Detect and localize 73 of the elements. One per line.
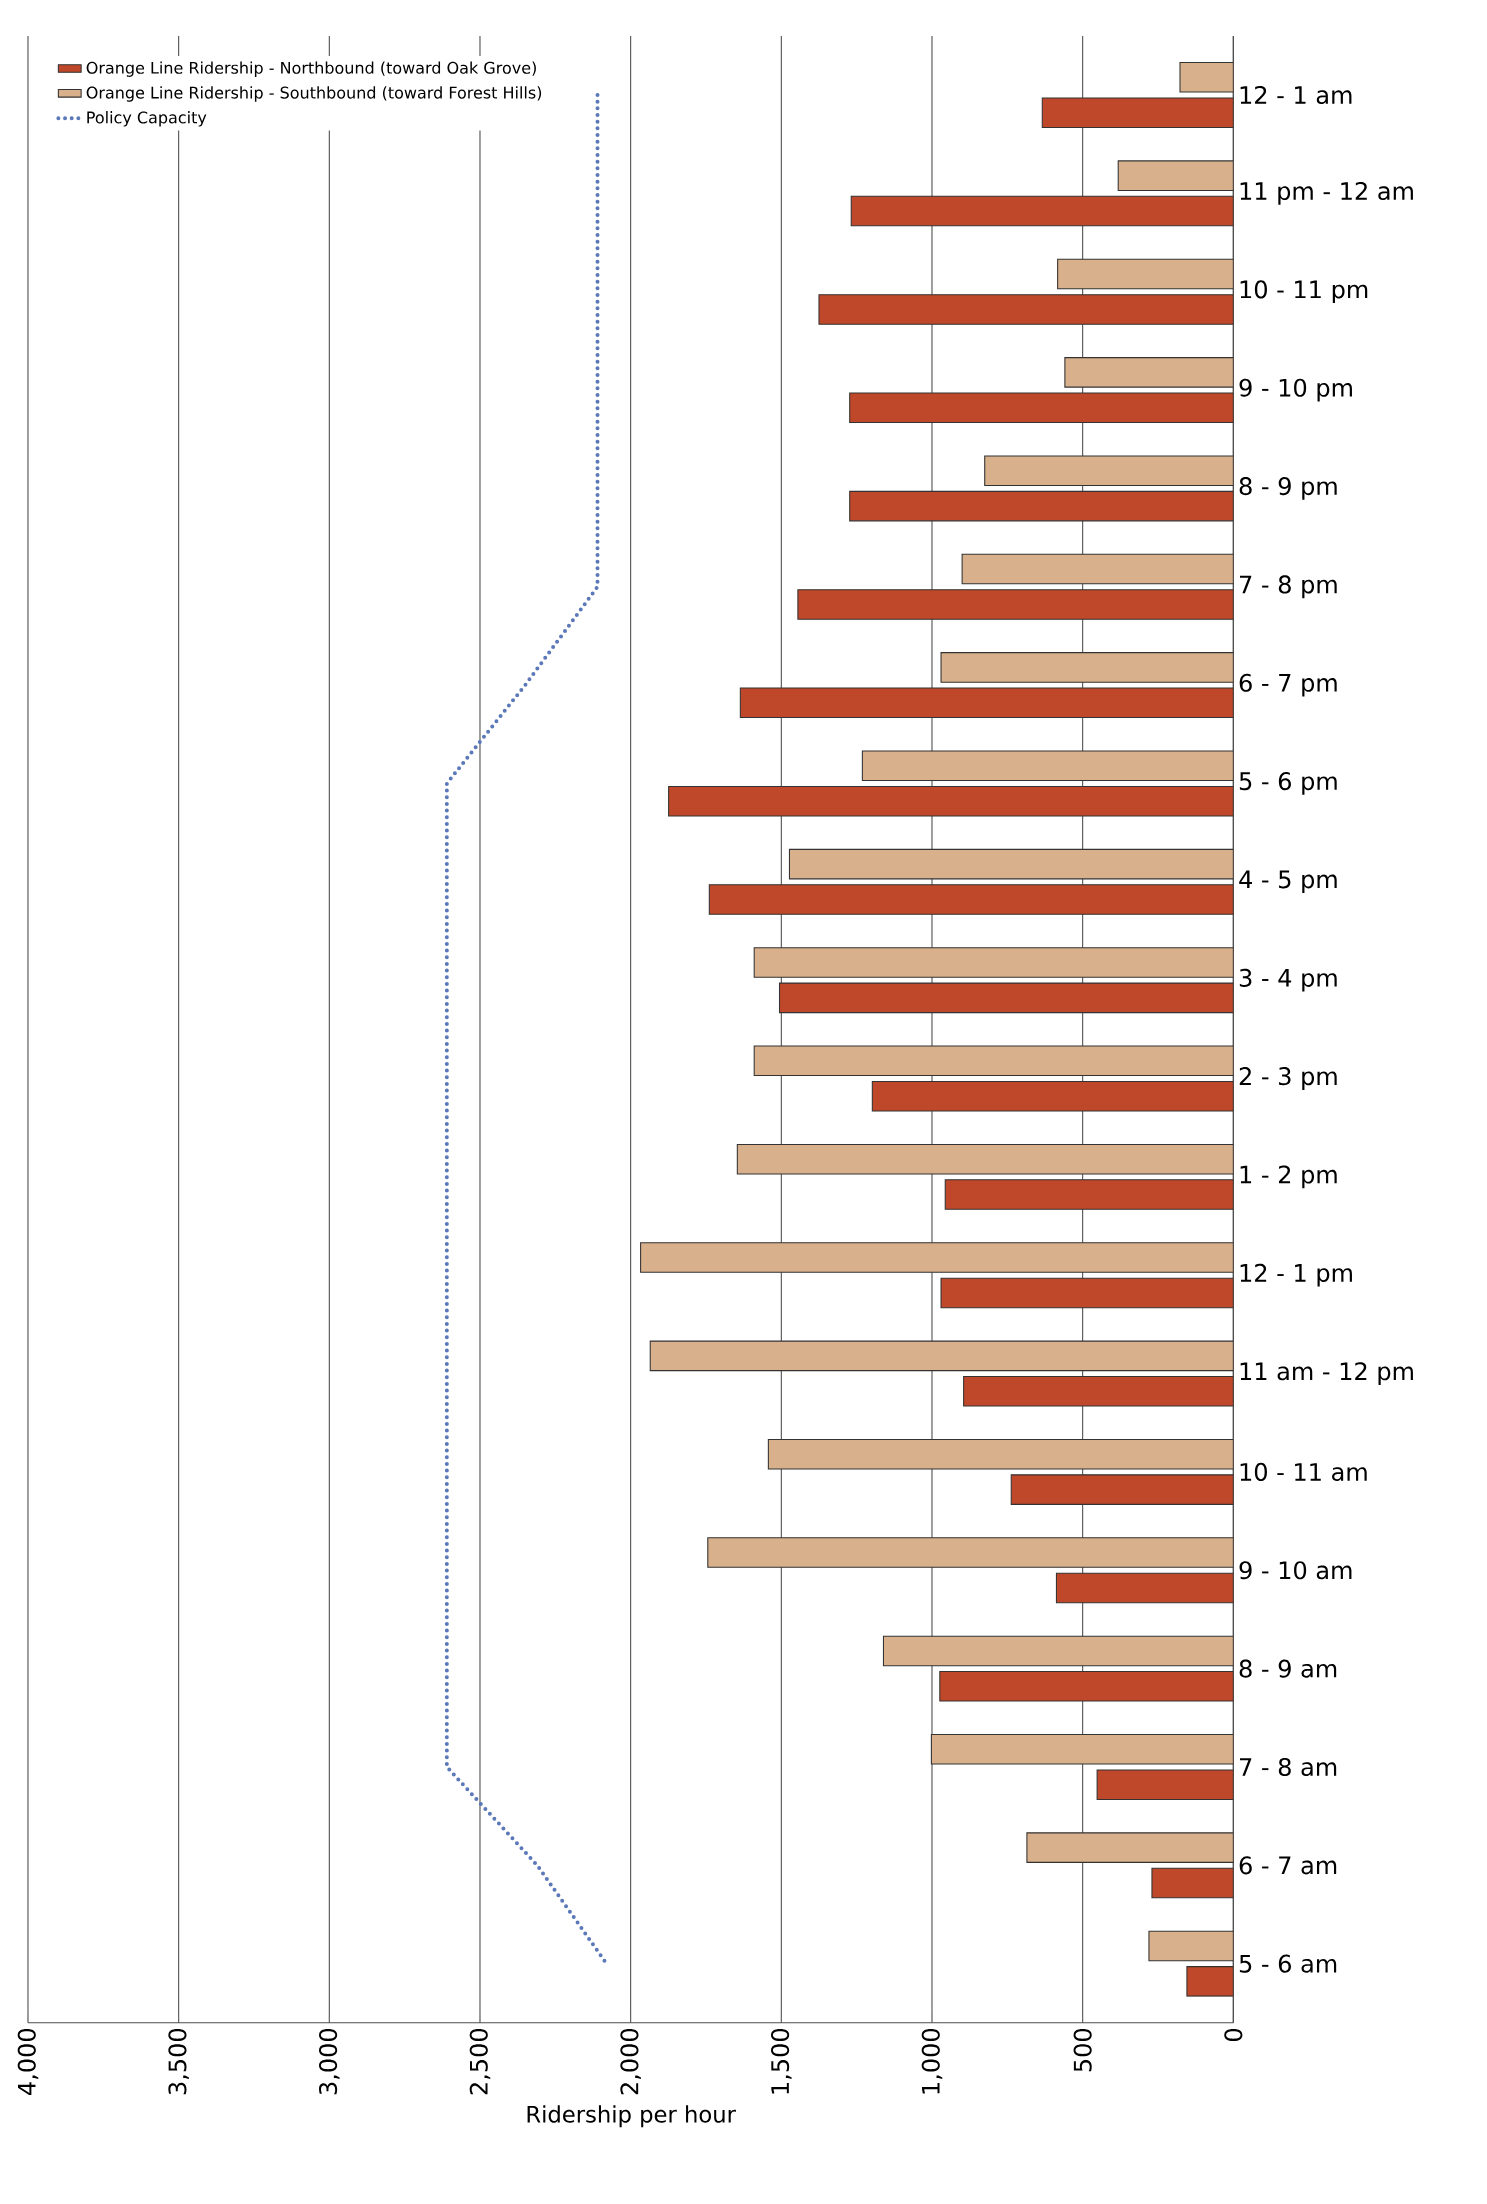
- bar: [1041, 97, 1234, 129]
- y-tick-label: 6 - 7 am: [1239, 1856, 1337, 1875]
- y-tick-label: 9 - 10 pm: [1239, 378, 1352, 402]
- y-tick-label: 5 - 6 am: [1239, 1954, 1337, 1973]
- legend-label: Orange Line Ridership - Northbound (toward Oak Grove): [86, 61, 536, 77]
- bar: [1026, 1832, 1234, 1863]
- bar: [1010, 1474, 1234, 1505]
- y-tick-label: 8 - 9 am: [1239, 1659, 1337, 1678]
- x-tick-label: 3,000: [319, 2029, 340, 2095]
- bar: [1057, 258, 1234, 290]
- x-tick-label: 1,500: [771, 2029, 792, 2094]
- y-tick-label: 12 - 1 am: [1240, 85, 1352, 105]
- y-tick-label: 7 - 8 am: [1240, 1757, 1337, 1777]
- bar: [753, 1045, 1234, 1077]
- bar: [818, 294, 1234, 325]
- x-tick-label: 2,500: [469, 2029, 491, 2095]
- bar: [849, 490, 1234, 522]
- y-tick-label: 12 - 1 pm: [1240, 1263, 1352, 1287]
- y-tick-label: 5 - 6 pm: [1239, 772, 1337, 795]
- bar: [944, 1179, 1234, 1210]
- bar: [939, 1671, 1234, 1702]
- x-tick-label: 3,500: [168, 2029, 189, 2095]
- y-tick-label: 8 - 9 pm: [1239, 477, 1337, 500]
- bar: [882, 1635, 1234, 1667]
- bar: [753, 947, 1234, 978]
- bar: [1117, 160, 1234, 191]
- y-tick-label: 7 - 8 pm: [1240, 575, 1337, 599]
- bar: [871, 1080, 1234, 1112]
- bar: [1148, 1930, 1234, 1962]
- x-tick-label: 1,000: [921, 2029, 943, 2094]
- bar: [1179, 62, 1234, 93]
- x-tick-label: 2,000: [620, 2029, 641, 2095]
- x-tick-label: 0: [1224, 2028, 1243, 2042]
- y-tick-label: 2 - 3 pm: [1239, 1067, 1337, 1090]
- y-tick-label: 10 - 11 am: [1240, 1462, 1367, 1481]
- bar: [1186, 1966, 1234, 1997]
- x-tick-label: 4,000: [17, 2029, 39, 2095]
- bar: [984, 455, 1234, 486]
- bar: [940, 1277, 1234, 1309]
- bar: [930, 1733, 1234, 1765]
- bar: [1151, 1867, 1234, 1899]
- bar: [861, 750, 1234, 782]
- bar: [739, 687, 1234, 719]
- x-tick-label: 500: [1073, 2029, 1092, 2072]
- bar: [1096, 1769, 1234, 1800]
- y-tick-label: 11 am - 12 pm: [1240, 1362, 1413, 1385]
- bar: [668, 785, 1234, 817]
- bar: [1055, 1572, 1234, 1604]
- legend-label: Policy Capacity: [87, 111, 207, 127]
- bar: [788, 848, 1234, 880]
- y-tick-label: 3 - 4 pm: [1239, 968, 1337, 992]
- y-tick-label: 11 pm - 12 am: [1240, 181, 1413, 205]
- y-tick-label: 6 - 7 pm: [1239, 673, 1337, 697]
- bar: [940, 652, 1234, 683]
- bar: [963, 1375, 1234, 1407]
- bar: [850, 195, 1234, 227]
- legend-label: Orange Line Ridership - Southbound (toward Forest Hills): [86, 86, 542, 102]
- bar: [640, 1242, 1234, 1273]
- y-tick-label: 1 - 2 pm: [1240, 1165, 1337, 1189]
- y-tick-label: 10 - 11 pm: [1240, 280, 1368, 304]
- bar: [1064, 357, 1234, 388]
- bar: [797, 589, 1234, 620]
- bar: [736, 1143, 1234, 1175]
- bar: [767, 1438, 1234, 1470]
- x-axis-title: Ridership per hour: [527, 2105, 736, 2128]
- y-tick-label: 4 - 5 pm: [1239, 870, 1337, 894]
- bar: [961, 553, 1234, 585]
- bar: [778, 982, 1234, 1014]
- bar: [707, 1537, 1234, 1568]
- bar: [849, 392, 1234, 424]
- bar: [649, 1340, 1234, 1372]
- bar: [708, 884, 1234, 915]
- y-tick-label: 9 - 10 am: [1239, 1561, 1352, 1580]
